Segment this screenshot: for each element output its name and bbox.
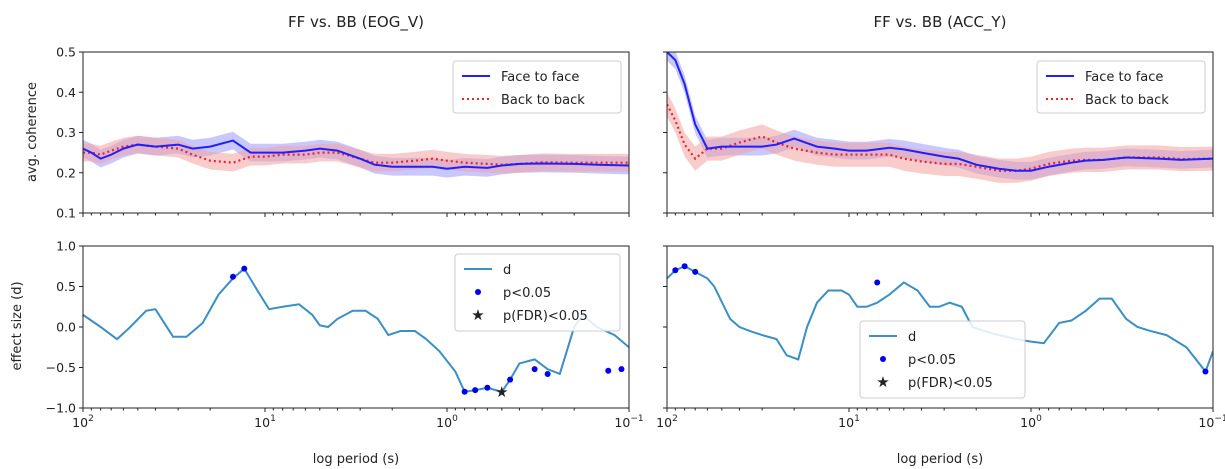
- point-fdr: ★: [495, 383, 508, 401]
- point-p005: [507, 376, 514, 383]
- point-p005: [672, 267, 679, 274]
- legend-label-back-to-back: Back to back: [1085, 93, 1169, 108]
- legend-label-fdr: p(FDR)<0.05: [503, 309, 588, 324]
- x-tick-label: 102: [72, 414, 94, 430]
- point-p005: [229, 273, 236, 280]
- x-tick-label: 100: [436, 414, 458, 430]
- plot-area: [667, 263, 1213, 375]
- y-tick-label: 0.1: [56, 206, 76, 221]
- x-tick-label: 102: [656, 414, 678, 430]
- legend-label-face-to-face: Face to face: [1085, 70, 1163, 85]
- title-left: FF vs. BB (EOG_V): [288, 13, 424, 32]
- y-tick-label: 0.3: [56, 125, 76, 140]
- y-tick-label: 1.0: [56, 239, 76, 254]
- legend: ★ d p<0.05 p(FDR)<0.05: [859, 320, 1026, 399]
- y-tick-label: −1.0: [46, 401, 76, 416]
- title-right: FF vs. BB (ACC_Y): [874, 13, 1007, 32]
- plot-area: ★: [83, 265, 629, 401]
- legend-label-face-to-face: Face to face: [501, 70, 579, 85]
- legend-frame: [452, 60, 622, 114]
- point-p005: [484, 384, 491, 391]
- point-p005: [241, 265, 248, 272]
- line-effect-size: [83, 267, 629, 393]
- x-tick-label: 10−1: [614, 414, 643, 430]
- legend-frame: [1036, 60, 1206, 114]
- plot-area: [667, 52, 1213, 183]
- band-back-to-back: [83, 135, 629, 174]
- y-tick-label: 0.0: [56, 320, 76, 335]
- point-p005: [461, 388, 468, 395]
- legend-frame: [454, 253, 621, 332]
- y-tick-label: 0.5: [56, 279, 76, 294]
- xlabel-right: log period (s): [897, 452, 983, 467]
- x-tick-label: 10−1: [1198, 414, 1225, 430]
- panel-effect-acc: 102 101 100 10−1 ★ d p<0.05 p(FDR)<0.05: [656, 245, 1225, 430]
- legend-swatch-p005: [475, 289, 481, 295]
- legend-label-d: d: [908, 330, 916, 345]
- point-p005: [605, 367, 612, 374]
- point-p005: [874, 279, 881, 286]
- x-tick-label: 101: [254, 414, 276, 430]
- legend: Face to face Back to back: [1036, 60, 1206, 114]
- y-tick-label: 0.2: [56, 165, 76, 180]
- point-p005: [618, 366, 625, 373]
- legend-swatch-fdr: ★: [471, 306, 484, 324]
- line-face-to-face: [667, 52, 1213, 172]
- point-p005: [472, 387, 479, 394]
- point-p005: [544, 370, 551, 377]
- point-p005: [681, 263, 688, 270]
- y-tick-label: 0.5: [56, 45, 76, 60]
- point-p005: [692, 268, 699, 275]
- panel-effect-eog: ★ −1.0 −0.5 0.0 0.5 1.0 102 101 100 10−1 ★ d p<0.05 p…: [46, 239, 644, 431]
- band-back-to-back: [667, 92, 1213, 183]
- legend-label-d: d: [503, 263, 511, 278]
- legend-label-fdr: p(FDR)<0.05: [908, 376, 993, 391]
- point-p005: [531, 366, 538, 373]
- legend-label-p005: p<0.05: [908, 353, 956, 368]
- line-effect-size: [667, 265, 1213, 374]
- line-back-to-back: [667, 103, 1213, 172]
- panel-coherence-acc: Face to face Back to back: [663, 51, 1214, 217]
- plot-area: [83, 131, 629, 178]
- legend: Face to face Back to back: [452, 60, 622, 114]
- y-tick-label: −0.5: [46, 360, 76, 375]
- legend-label-p005: p<0.05: [503, 286, 551, 301]
- ylabel-top: avg. coherence: [25, 82, 40, 182]
- legend-frame: [859, 320, 1026, 399]
- legend: ★ d p<0.05 p(FDR)<0.05: [454, 253, 621, 332]
- y-tick-label: 0.4: [56, 85, 76, 100]
- point-p005: [1202, 368, 1209, 375]
- x-tick-label: 100: [1020, 414, 1042, 430]
- line-face-to-face: [83, 139, 629, 170]
- xlabel-left: log period (s): [313, 452, 399, 467]
- legend-swatch-p005: [880, 356, 886, 362]
- x-tick-label: 101: [838, 414, 860, 430]
- legend-swatch-fdr: ★: [876, 373, 889, 391]
- legend-label-back-to-back: Back to back: [501, 93, 585, 108]
- ylabel-bottom: effect size (d): [10, 281, 25, 370]
- panel-coherence-eog: 0.1 0.2 0.3 0.4 0.5 Face to face Back to back: [56, 45, 630, 221]
